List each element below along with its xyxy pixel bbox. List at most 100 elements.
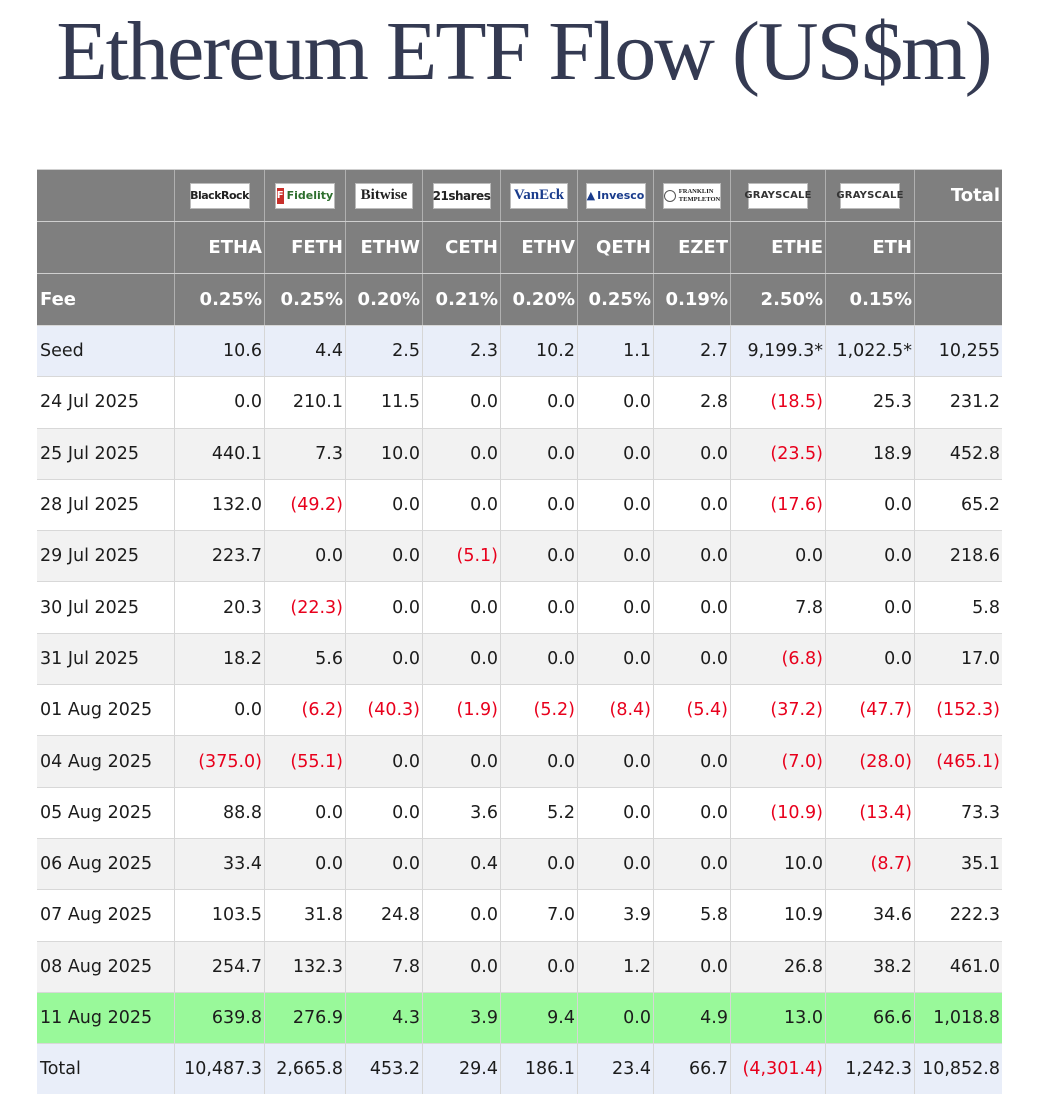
table-row: 25 Jul 2025 440.1 7.3 10.0 0.0 0.0 0.0 0.0 (23.5… [37, 427, 1002, 479]
flow-cell: 0.0 [577, 582, 653, 633]
globe-icon [663, 189, 676, 202]
flow-cell: 0.0 [345, 582, 422, 633]
flow-cell: 0.0 [825, 479, 914, 531]
flow-cell: 0.0 [500, 941, 577, 992]
flow-cell: (4,301.4) [730, 1044, 825, 1094]
flow-cell: 0.0 [174, 685, 264, 736]
flow-cell: 0.0 [653, 531, 730, 582]
flow-cell: 132.3 [264, 941, 345, 992]
page-title: Ethereum ETF Flow (US$m) [56, 5, 992, 98]
fee-value: 0.20% [500, 274, 577, 325]
flow-cell: 20.3 [174, 582, 264, 633]
table-row: 05 Aug 2025 88.8 0.0 0.0 3.6 5.2 0.0 0.0 (10.9)(… [37, 786, 1002, 838]
fee-value: 0.15% [825, 274, 914, 325]
fee-label: Fee [40, 289, 76, 310]
flow-cell: 0.0 [422, 633, 500, 685]
flow-cell: 29.4 [422, 1044, 500, 1094]
fidelity-logo: F Fidelity [275, 182, 335, 209]
row-total-cell: 231.2 [914, 377, 1002, 428]
row-total-cell: 222.3 [914, 890, 1002, 941]
flow-cell: 26.8 [730, 941, 825, 992]
flow-cell: (13.4) [825, 787, 914, 838]
flow-cell: (6.8) [730, 633, 825, 685]
flow-cell: 0.0 [500, 428, 577, 479]
flow-cell: 10,487.3 [174, 1044, 264, 1094]
ticker-header: ETH [825, 222, 914, 273]
flow-cell: 0.0 [500, 633, 577, 685]
flow-cell: 1,242.3 [825, 1044, 914, 1094]
flow-cell: 0.0 [264, 531, 345, 582]
table-row: 31 Jul 2025 18.2 5.6 0.0 0.0 0.0 0.0 0.0 (6.8) 0.… [37, 632, 1002, 685]
flow-cell: 0.0 [422, 736, 500, 787]
franklin-templeton-logo: FRANKLIN TEMPLETON [663, 182, 721, 209]
row-label: 24 Jul 2025 [40, 392, 140, 413]
flow-cell: 1,022.5* [825, 326, 914, 377]
flow-cell: 3.6 [422, 787, 500, 838]
flow-cell: (375.0) [174, 736, 264, 787]
flow-cell: 0.0 [500, 582, 577, 633]
flow-cell: (28.0) [825, 736, 914, 787]
issuer-cell-bitwise: Bitwise [345, 170, 422, 221]
etf-flow-table: BlackRock F Fidelity Bitwise 21shares Van… [37, 169, 1002, 1094]
table-row: 06 Aug 2025 33.4 0.0 0.0 0.4 0.0 0.0 0.0 10.0 (8.… [37, 837, 1002, 890]
flow-cell: (5.1) [422, 531, 500, 582]
flow-cell: 0.0 [345, 838, 422, 890]
issuer-cell-grayscale-ethe: GRAYSCALE [730, 170, 825, 221]
row-total-cell: 35.1 [914, 838, 1002, 890]
table-row: 29 Jul 2025 223.7 0.0 0.0 (5.1) 0.0 0.0 0.0 0.0 0… [37, 530, 1002, 582]
row-total-cell: 73.3 [914, 787, 1002, 838]
ticker-total-cell [914, 222, 1002, 273]
flow-cell: (1.9) [422, 685, 500, 736]
flow-cell: 0.0 [653, 787, 730, 838]
row-total-cell: 10,852.8 [914, 1044, 1002, 1094]
flow-cell: 223.7 [174, 531, 264, 582]
issuer-cell-franklin: FRANKLIN TEMPLETON [653, 170, 730, 221]
flow-cell: 10.6 [174, 326, 264, 377]
flow-cell: 10.0 [730, 838, 825, 890]
franklin-logo-line1: FRANKLIN [678, 187, 714, 195]
flow-cell: 0.0 [577, 479, 653, 531]
blackrock-logo: BlackRock [189, 182, 250, 209]
flow-cell: 7.8 [345, 941, 422, 992]
flow-cell: 7.0 [500, 890, 577, 941]
flow-cell: 25.3 [825, 377, 914, 428]
flow-cell: 0.0 [345, 633, 422, 685]
flow-cell: 0.0 [825, 531, 914, 582]
row-label: 01 Aug 2025 [40, 700, 153, 721]
row-label: 28 Jul 2025 [40, 495, 140, 516]
flow-cell: 0.0 [825, 582, 914, 633]
flow-cell: 0.0 [577, 992, 653, 1044]
flow-cell: 0.0 [577, 531, 653, 582]
flow-cell: 0.0 [500, 377, 577, 428]
flow-cell: 0.0 [653, 838, 730, 890]
grayscale-logo: GRAYSCALE [836, 182, 903, 209]
flow-cell: 5.8 [653, 890, 730, 941]
franklin-logo-line2: TEMPLETON [678, 195, 721, 203]
row-total-cell: 218.6 [914, 531, 1002, 582]
flow-cell: 10.0 [345, 428, 422, 479]
total-header: Total [914, 170, 1002, 221]
flow-cell: (5.2) [500, 685, 577, 736]
flow-cell: 440.1 [174, 428, 264, 479]
fee-value: 0.25% [264, 274, 345, 325]
flow-cell: 10.9 [730, 890, 825, 941]
flow-cell: 0.0 [422, 582, 500, 633]
flow-cell: 0.0 [577, 736, 653, 787]
flow-cell: 0.0 [730, 531, 825, 582]
row-label: 25 Jul 2025 [40, 443, 140, 464]
row-total-cell: 452.8 [914, 428, 1002, 479]
row-total-cell: (152.3) [914, 685, 1002, 736]
ticker-header: ETHW [345, 222, 422, 273]
flow-cell: 66.7 [653, 1044, 730, 1094]
flow-cell: 0.0 [422, 377, 500, 428]
flow-cell: 639.8 [174, 992, 264, 1044]
table-body: Seed 10.6 4.4 2.5 2.3 10.2 1.1 2.7 9,199.3* 1,022… [37, 325, 1002, 1094]
issuer-logo-row: BlackRock F Fidelity Bitwise 21shares Van… [37, 169, 1002, 221]
flow-cell: 9,199.3* [730, 326, 825, 377]
flow-cell: 7.8 [730, 582, 825, 633]
flow-cell: 0.0 [422, 479, 500, 531]
table-row: 08 Aug 2025 254.7 132.3 7.8 0.0 0.0 1.2 0.0 26.8… [37, 940, 1002, 992]
fee-value: 0.25% [174, 274, 264, 325]
flow-cell: (23.5) [730, 428, 825, 479]
flow-cell: 1.2 [577, 941, 653, 992]
